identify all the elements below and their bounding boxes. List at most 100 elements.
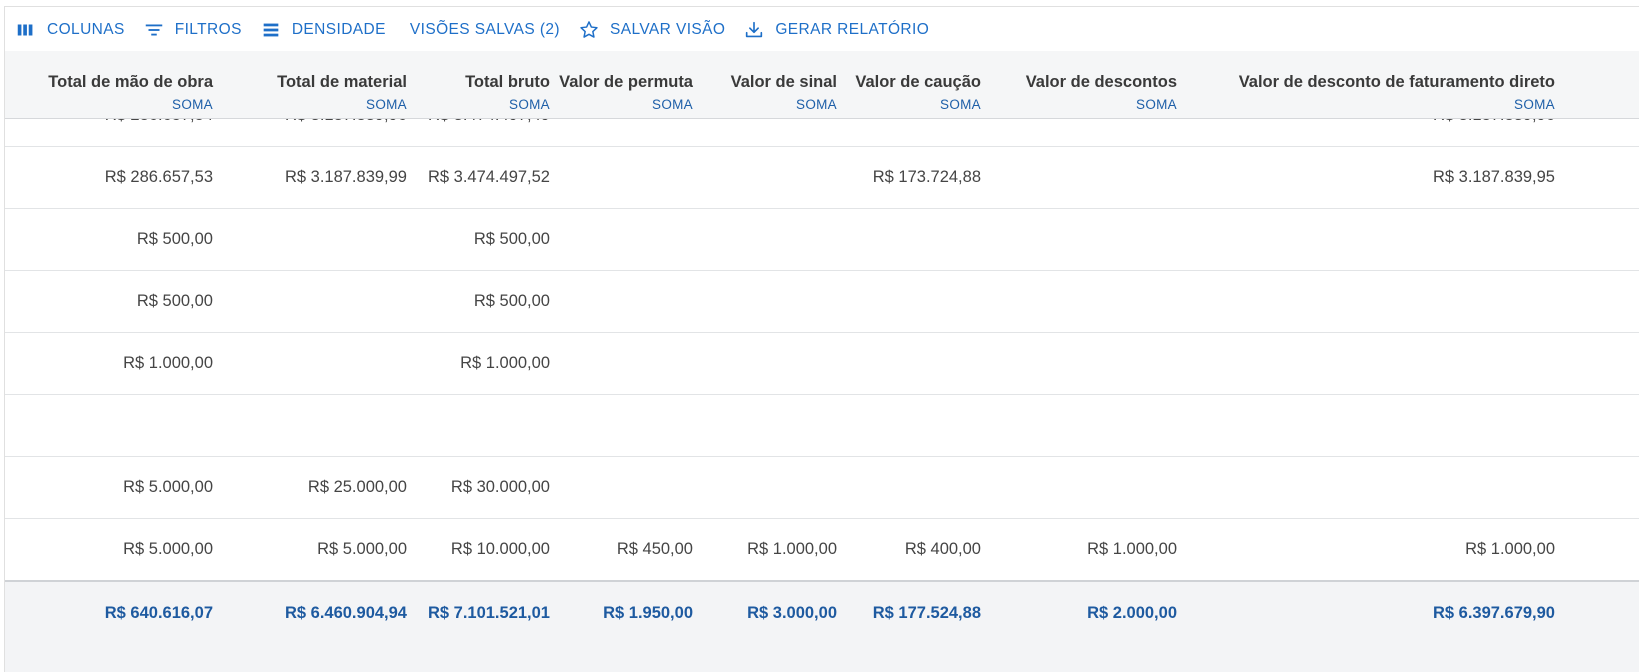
column-title: Valor de desconto de faturamento direto: [1238, 73, 1555, 91]
cell-direct-billing: R$ 1.000,00: [1465, 540, 1555, 558]
cell-material: [215, 271, 407, 332]
star-outline-icon: [578, 19, 600, 41]
density-button[interactable]: DENSIDADE: [258, 14, 396, 46]
aggregation-label: SOMA: [366, 97, 407, 112]
table-row[interactable]: R$ 500,00 R$ 500,00: [5, 209, 1639, 271]
aggregation-label: SOMA: [940, 97, 981, 112]
cell-discounts: [983, 147, 1177, 208]
cell-material: R$ 3.187.839,99: [284, 168, 407, 186]
density-button-label: DENSIDADE: [291, 21, 386, 38]
filters-button[interactable]: FILTROS: [141, 14, 252, 46]
cell-signal: [695, 395, 837, 456]
cell-deposit: [839, 209, 981, 270]
column-title: Total de material: [277, 73, 407, 91]
cell-discounts: R$ 1.000,00: [1087, 540, 1177, 558]
table-row[interactable]: [5, 395, 1639, 457]
save-view-button[interactable]: SALVAR VISÃO: [576, 14, 735, 46]
table-row[interactable]: R$ 286.657,54 R$ 3.187.839,96 R$ 3.474.4…: [5, 119, 1639, 147]
generate-report-button[interactable]: GERAR RELATÓRIO: [741, 14, 939, 46]
cell-signal: [695, 457, 837, 518]
cell-gross: R$ 500,00: [473, 230, 550, 248]
cell-exchange: [552, 457, 693, 518]
cell-labor: R$ 500,00: [136, 230, 213, 248]
cell-material: R$ 3.187.839,96: [215, 119, 407, 146]
column-header-exchange[interactable]: Valor de permuta SOMA: [552, 51, 693, 118]
table-row[interactable]: R$ 1.000,00 R$ 1.000,00: [5, 333, 1639, 395]
cell-labor: R$ 5.000,00: [123, 540, 213, 558]
total-deposit: R$ 177.524,88: [872, 603, 981, 622]
cell-direct-billing: [1179, 271, 1555, 332]
column-header-gross[interactable]: Total bruto SOMA: [409, 51, 550, 118]
aggregation-label: SOMA: [172, 97, 213, 112]
cell-discounts: [983, 209, 1177, 270]
cell-exchange: [552, 209, 693, 270]
cell-labor: [5, 395, 213, 456]
cell-labor: R$ 5.000,00: [123, 478, 213, 496]
cell-discounts: [983, 395, 1177, 456]
column-title: Total de mão de obra: [48, 73, 213, 91]
total-gross: R$ 7.101.521,01: [427, 603, 550, 622]
cell-signal: [695, 333, 837, 394]
column-title: Valor de caução: [855, 73, 981, 91]
column-header-direct-billing[interactable]: Valor de desconto de faturamento direto …: [1179, 51, 1555, 118]
cell-deposit: [839, 333, 981, 394]
cell-exchange: [552, 147, 693, 208]
cell-signal: [695, 271, 837, 332]
cell-signal: [695, 147, 837, 208]
table-row[interactable]: R$ 500,00 R$ 500,00: [5, 271, 1639, 333]
columns-button[interactable]: COLUNAS: [13, 14, 135, 46]
cell-exchange: [552, 271, 693, 332]
cell-signal: [695, 209, 837, 270]
cell-deposit: R$ 400,00: [904, 540, 981, 558]
table-row[interactable]: R$ 286.657,53 R$ 3.187.839,99 R$ 3.474.4…: [5, 147, 1639, 209]
cell-gross: R$ 10.000,00: [450, 540, 550, 558]
column-header-labor[interactable]: Total de mão de obra SOMA: [5, 51, 213, 118]
column-header-deposit[interactable]: Valor de caução SOMA: [839, 51, 981, 118]
grid-toolbar: COLUNAS FILTROS DENSIDADE VISÕES SALVAS …: [5, 7, 1639, 53]
filters-button-label: FILTROS: [174, 21, 242, 38]
cell-signal: [695, 119, 837, 146]
total-direct-billing: R$ 6.397.679,90: [1432, 603, 1555, 622]
cell-gross: R$ 30.000,00: [450, 478, 550, 496]
cell-direct-billing: [1179, 395, 1555, 456]
cell-exchange: [552, 333, 693, 394]
cell-signal: R$ 1.000,00: [747, 540, 837, 558]
cell-material: [215, 209, 407, 270]
grid-body[interactable]: R$ 286.657,54 R$ 3.187.839,96 R$ 3.474.4…: [5, 119, 1639, 587]
cell-exchange: R$ 450,00: [616, 540, 693, 558]
download-icon: [743, 19, 765, 41]
cell-direct-billing: [1179, 209, 1555, 270]
columns-button-label: COLUNAS: [47, 21, 125, 38]
cell-direct-billing: R$ 3.187.839,95: [1432, 168, 1555, 186]
column-headers: Total de mão de obra SOMA Total de mater…: [5, 51, 1639, 119]
column-header-signal[interactable]: Valor de sinal SOMA: [695, 51, 837, 118]
totals-row: R$ 640.616,07 R$ 6.460.904,94 R$ 7.101.5…: [5, 580, 1639, 672]
total-exchange: R$ 1.950,00: [603, 603, 693, 622]
cell-labor: R$ 286.657,54: [5, 119, 213, 146]
total-labor: R$ 640.616,07: [104, 603, 213, 622]
cell-deposit: [839, 457, 981, 518]
cell-discounts: [983, 271, 1177, 332]
aggregation-label: SOMA: [1136, 97, 1177, 112]
table-row[interactable]: R$ 5.000,00 R$ 5.000,00 R$ 10.000,00 R$ …: [5, 519, 1639, 581]
aggregation-label: SOMA: [509, 97, 550, 112]
cell-material: [215, 395, 407, 456]
cell-discounts: [983, 457, 1177, 518]
total-signal: R$ 3.000,00: [747, 603, 837, 622]
cell-deposit: [839, 119, 981, 146]
save-view-button-label: SALVAR VISÃO: [609, 21, 726, 38]
column-header-material[interactable]: Total de material SOMA: [215, 51, 407, 118]
cell-direct-billing: [1179, 457, 1555, 518]
cell-material: R$ 5.000,00: [317, 540, 407, 558]
saved-views-button[interactable]: VISÕES SALVAS (2): [402, 14, 570, 46]
cell-gross: R$ 1.000,00: [460, 354, 550, 372]
cell-direct-billing: [1179, 333, 1555, 394]
cell-discounts: [983, 119, 1177, 146]
aggregation-label: SOMA: [1514, 97, 1555, 112]
column-header-discounts[interactable]: Valor de descontos SOMA: [983, 51, 1177, 118]
table-row[interactable]: R$ 5.000,00 R$ 25.000,00 R$ 30.000,00: [5, 457, 1639, 519]
density-icon: [260, 19, 282, 41]
total-material: R$ 6.460.904,94: [284, 603, 407, 622]
column-title: Valor de permuta: [559, 73, 693, 91]
cell-deposit: [839, 395, 981, 456]
